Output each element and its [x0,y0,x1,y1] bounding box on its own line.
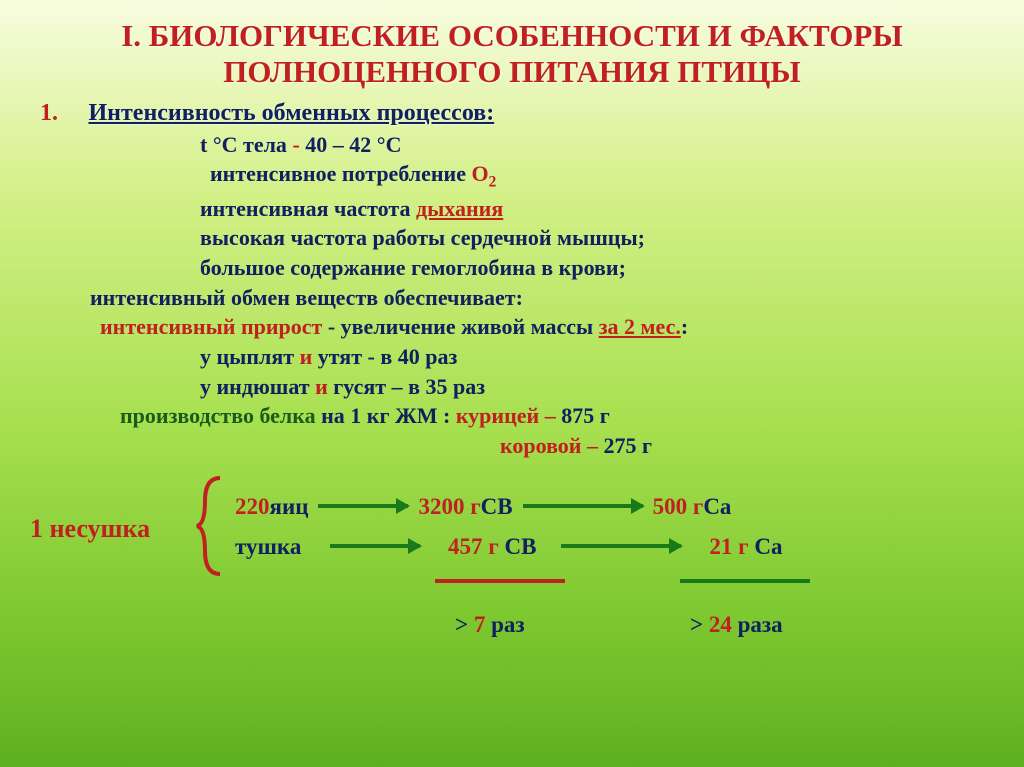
slide-content: 1. Интенсивность обменных процессов: t °… [0,97,1024,680]
eggs-word: яиц [270,491,309,522]
ratio1-num: 7 [474,612,486,637]
chick-val: в 40 раз [380,344,457,369]
turkey-pre: у индюшат [200,374,315,399]
hemo-line: большое содержание гемоглобина в крови; [200,253,984,283]
turkey-and: и [315,374,328,399]
ca1-val: 500 г [653,491,704,522]
temp-line: t °С тела - 40 – 42 °С [200,130,984,160]
growth-pre: интенсивный прирост [100,314,328,339]
sv1-val: 3200 г [418,491,480,522]
brace-icon [195,476,225,576]
growth-mid: увеличение живой массы [341,314,599,339]
ratio-2: > 24 раза [690,609,783,640]
o2-line: интенсивное потребление О2 [210,159,984,193]
section-heading: Интенсивность обменных процессов: [89,100,495,126]
chick-pre: у цыплят [200,344,300,369]
eggs-row: 220 яиц 3200 г СВ 500 г Са [235,491,731,522]
protein-cow-line: коровой – 275 г [500,431,984,461]
tushka-row: тушка 457 г СВ 21 г Са [235,531,782,562]
arrow-icon [523,504,643,508]
sv2-val: 457 г [448,534,499,559]
protein-cow-val: 275 г [603,433,652,458]
ratio2-num: 24 [709,612,732,637]
ratio2-word: раза [732,612,783,637]
protein-chicken-line: производство белка на 1 кг ЖМ : курицей … [120,401,984,431]
temp-dash: - [287,132,305,157]
metab-line: интенсивный обмен веществ обеспечивает: [90,283,984,313]
growth-months: за 2 мес. [599,314,681,339]
ca1-unit: Са [703,491,731,522]
tushka-label: тушка [235,531,320,562]
underline-green [680,579,810,583]
list-number: 1. [40,100,58,126]
ratio-1: > 7 раз [455,609,525,640]
slide-title: I. БИОЛОГИЧЕСКИЕ ОСОБЕННОСТИ И ФАКТОРЫ П… [0,0,1024,97]
protein-cow-lbl: коровой – [500,433,603,458]
chick-line: у цыплят и утят - в 40 раз [200,342,984,372]
eggs-count: 220 [235,491,270,522]
turkey-post: гусят – [328,374,408,399]
breath-line: интенсивная частота дыхания [200,194,984,224]
turkey-line: у индюшат и гусят – в 35 раз [200,372,984,402]
title-line-1: I. БИОЛОГИЧЕСКИЕ ОСОБЕННОСТИ И ФАКТОРЫ [121,18,903,53]
arrow-icon [330,544,420,548]
o2-o: О [472,161,489,186]
chick-post: утят - [312,344,380,369]
sv1-unit: СВ [481,491,513,522]
ca2-val: 21 г [709,534,748,559]
breath-word: дыхания [416,196,503,221]
sv2-unit: СВ [499,534,537,559]
underline-red [435,579,565,583]
growth-colon: : [681,314,688,339]
ca2-unit: Са [749,534,783,559]
protein-chicken-val: 875 г [561,403,610,428]
ratio1-gt: > [455,612,474,637]
protein-mid: на 1 кг ЖМ : [321,403,456,428]
ratio2-gt: > [690,612,709,637]
nesushka-label: 1 несушка [30,511,150,546]
o2-sub: 2 [489,174,497,191]
temp-label: t °С тела [200,132,287,157]
breath-pre: интенсивная частота [200,196,416,221]
arrow-diagram: 1 несушка 220 яиц 3200 г СВ 500 г Са туш… [40,481,984,681]
heart-line: высокая частота работы сердечной мышцы; [200,223,984,253]
list-item-1: 1. Интенсивность обменных процессов: [40,97,984,129]
growth-dash: - [328,314,341,339]
protein-pre: производство белка [120,403,321,428]
protein-chicken-lbl: курицей – [456,403,561,428]
growth-line: интенсивный прирост - увеличение живой м… [100,312,984,342]
arrow-icon [561,544,681,548]
temp-value: 40 – 42 °С [305,132,401,157]
title-line-2: ПОЛНОЦЕННОГО ПИТАНИЯ ПТИЦЫ [223,54,801,89]
ratio1-word: раз [485,612,524,637]
chick-and: и [300,344,313,369]
turkey-val: в 35 раз [408,374,485,399]
arrow-icon [318,504,408,508]
o2-pre: интенсивное потребление [210,161,472,186]
